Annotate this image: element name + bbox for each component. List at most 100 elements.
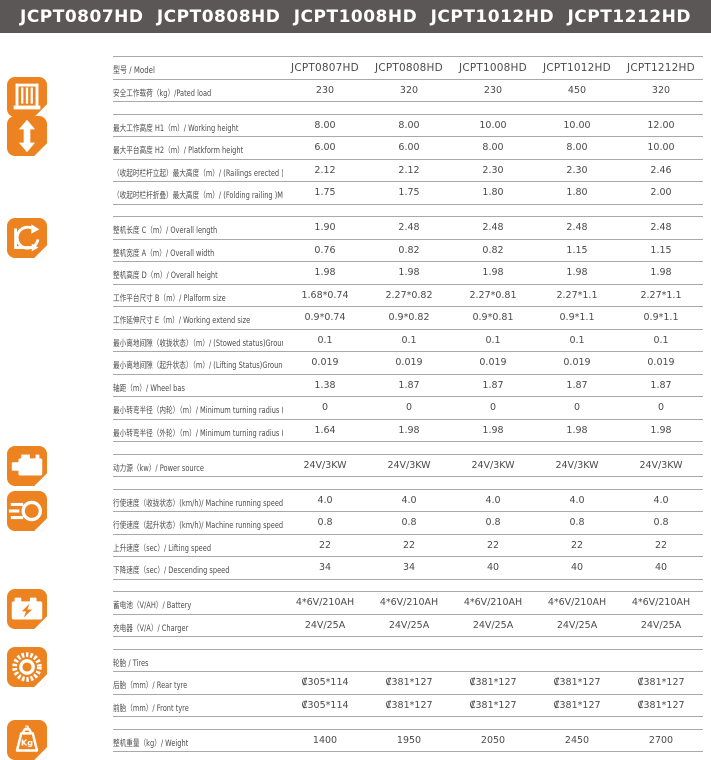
row-value: 10.00 xyxy=(647,142,675,154)
row-label: 型号 / Model xyxy=(113,58,283,77)
battery-icon xyxy=(7,589,47,629)
header-model-name: JCPT1012HD xyxy=(430,6,555,27)
spec-row: 整机长度 C（m）/ Overall length 1.90 2.48 2.48 2.4… xyxy=(113,217,703,240)
spec-row: 充电器（V/A）/ Charger 24V/25A 24V/25A 24V/25A 24… xyxy=(113,615,703,637)
row-value: 24V/3KW xyxy=(303,459,347,471)
spec-row: 最大工作高度 H1（m）/ Working height 8.00 8.00 10.0… xyxy=(113,115,703,137)
row-value: 1.80 xyxy=(482,187,504,199)
row-label: 整机重量（kg）/ Weight xyxy=(113,731,283,750)
row-label-text: 最小离地间隙（收拢状态）（m）/ (Stowed status)Ground c… xyxy=(113,338,283,349)
row-value: 0.8 xyxy=(653,517,669,529)
row-label: 工作平台尺寸 B（m）/ Plalform size xyxy=(113,286,283,305)
row-value: 0.9*0.74 xyxy=(304,312,346,324)
row-value: 1.15 xyxy=(650,244,672,256)
spec-row: 动力源（kw）/ Power source 24V/3KW 24V/3KW 24V/3… xyxy=(113,455,703,477)
row-label-text: 动力源（kw）/ Power source xyxy=(113,463,204,474)
row-value: 22 xyxy=(318,539,332,551)
row-value: 1.87 xyxy=(566,379,588,391)
power-source-icon xyxy=(7,445,47,486)
row-value: ₡381*127 xyxy=(553,677,601,689)
row-value: 0.8 xyxy=(317,517,333,529)
row-label: 最小转弯半径（内轮）（m）/ Minimum turning radius (i… xyxy=(113,398,283,417)
weight-icon: Kg 2 xyxy=(7,719,47,760)
row-value: ₡305*114 xyxy=(301,699,349,711)
row-value: 1.80 xyxy=(566,187,588,199)
spec-row: （收起时栏杆立起）最大高度（m）/ (Railings erected )Max… xyxy=(113,160,703,182)
row-value: 24V/3KW xyxy=(555,459,599,471)
row-value: 22 xyxy=(654,539,668,551)
row-label: 整机长度 C（m）/ Overall length xyxy=(113,218,283,237)
spec-row: 最小转弯半径（外轮）（m）/ Minimum turning radius (o… xyxy=(113,420,703,442)
spec-row: 轮胎 / Tires xyxy=(113,650,703,672)
row-value: 4*6V/210AH xyxy=(295,597,355,609)
row-label-text: 最大平台高度 H2（m）/ Platkform height xyxy=(113,146,244,157)
row-value: ₡381*127 xyxy=(637,699,685,711)
row-value: 4.0 xyxy=(401,494,417,506)
row-label-text: 整机重量（kg）/ Weight xyxy=(113,738,189,749)
turning-dimensions-icon xyxy=(7,218,47,258)
row-label-text: 轮胎 / Tires xyxy=(113,658,149,669)
row-label: 充电器（V/A）/ Charger xyxy=(113,616,283,635)
speed-icon xyxy=(7,490,47,531)
row-value: JCPT0808HD xyxy=(375,61,443,74)
row-value: 0.82 xyxy=(482,244,504,256)
row-value: 1.98 xyxy=(398,424,420,436)
row-value: 1.75 xyxy=(314,187,336,199)
row-label-text: （收起时栏杆折叠）最大高度（m）/ (Folding railing )Maxi… xyxy=(113,191,283,202)
row-label: 最大工作高度 H1（m）/ Working height xyxy=(113,116,283,135)
row-label: 最大平台高度 H2（m）/ Platkform height xyxy=(113,138,283,157)
row-value: 1.98 xyxy=(650,267,672,279)
row-value: ₡305*114 xyxy=(301,677,349,689)
row-label: 整机高度 D（m）/ Overall height xyxy=(113,263,283,282)
row-value: 0 xyxy=(489,402,497,414)
row-value: 0.1 xyxy=(485,334,501,346)
row-value: 2700 xyxy=(648,734,674,746)
spec-row: 最小离地间隙（起升状态）（m）/ (Lifting Status)Ground … xyxy=(113,352,703,375)
row-label: 下降速度（sec）/ Descending speed xyxy=(113,558,283,577)
row-value: 450 xyxy=(567,84,587,96)
section-battery: 蓄电池（V/AH）/ Battery 4*6V/210AH 4*6V/210AH 4*… xyxy=(7,589,703,637)
row-label: 行使速度（收拢状态）(km/h)/ Machine running speed … xyxy=(113,491,283,510)
row-value: 0 xyxy=(321,402,329,414)
row-value: 2.48 xyxy=(566,222,588,234)
row-value: 0.019 xyxy=(479,357,507,369)
spec-row: 整机重量（kg）/ Weight 1400 1950 2050 2450 2700 xyxy=(113,730,703,752)
row-value: JCPT1212HD xyxy=(627,61,695,74)
row-value: 1.68*0.74 xyxy=(301,289,349,301)
row-label-text: 轴距（m）/ Wheel bas xyxy=(113,383,185,394)
spec-row: 安全工作载荷（kg）/Pated load 230 320 230 450 320 xyxy=(113,80,703,102)
spec-row: 整机宽度 A（m）/ Overall width 0.76 0.82 0.82 1.15… xyxy=(113,240,703,262)
row-value: 8.00 xyxy=(398,119,420,131)
row-value: 24V/25A xyxy=(472,619,514,631)
row-label-text: 最大工作高度 H1（m）/ Working height xyxy=(113,123,239,134)
section-weight: Kg 2 整机重量（kg）/ Weight 1400 1950 2050 2450 2700 xyxy=(7,719,703,760)
spec-row: 蓄电池（V/AH）/ Battery 4*6V/210AH 4*6V/210AH 4*… xyxy=(113,592,703,615)
row-label: （收起时栏杆立起）最大高度（m）/ (Railings erected )Max… xyxy=(113,161,283,180)
row-value: 24V/3KW xyxy=(387,459,431,471)
row-value: JCPT1008HD xyxy=(459,61,527,74)
row-value: 8.00 xyxy=(482,142,504,154)
row-value: 0 xyxy=(573,402,581,414)
row-value: JCPT1012HD xyxy=(543,61,611,74)
row-value: 0.1 xyxy=(569,334,585,346)
row-label: 后胎（mm）/ Rear tyre xyxy=(113,673,283,692)
row-value: ₡381*127 xyxy=(553,699,601,711)
section-model-load: 型号 / Model JCPT0807HD JCPT0808HD JCPT1008HD… xyxy=(7,56,703,117)
row-value: 0.9*0.82 xyxy=(388,312,430,324)
row-label-text: 最小转弯半径（内轮）（m）/ Minimum turning radius (i… xyxy=(113,406,283,417)
row-value: 24V/25A xyxy=(388,619,430,631)
row-value: 40 xyxy=(654,562,668,574)
row-value: ₡381*127 xyxy=(637,677,685,689)
row-label-text: 前胎（mm）/ Front tyre xyxy=(113,703,189,714)
row-label: 轴距（m）/ Wheel bas xyxy=(113,376,283,395)
row-value: 0 xyxy=(405,402,413,414)
tires-icon xyxy=(7,646,47,687)
row-label-text: 充电器（V/A）/ Charger xyxy=(113,623,189,634)
row-label-text: 最小离地间隙（起升状态）（m）/ (Lifting Status)Ground … xyxy=(113,361,283,372)
row-label-text: 行使速度（收拢状态）(km/h)/ Machine running speed … xyxy=(113,498,283,509)
row-value: 40 xyxy=(570,562,584,574)
row-label-text: 型号 / Model xyxy=(113,66,155,77)
row-value: 24V/25A xyxy=(304,619,346,631)
row-value: 4.0 xyxy=(569,494,585,506)
row-value: 1.15 xyxy=(566,244,588,256)
